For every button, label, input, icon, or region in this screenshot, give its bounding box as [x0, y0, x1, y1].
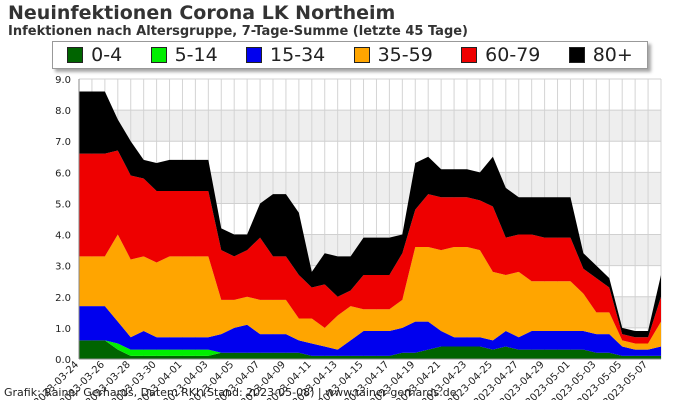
legend-swatch [150, 47, 167, 63]
legend-swatch [353, 47, 370, 63]
legend-swatch [568, 47, 585, 63]
chart-title: Neuinfektionen Corona LK Northeim [8, 2, 396, 24]
legend-label: 60-79 [485, 44, 541, 66]
y-tick-label: 7.0 [55, 137, 71, 148]
y-tick-label: 8.0 [55, 106, 71, 117]
credits-text: Grafik: Rainer Gerhards, Daten: RKI (Sta… [4, 386, 457, 399]
plot-band [79, 79, 661, 111]
legend-item-60-79: 60-79 [461, 44, 540, 66]
y-tick-label: 0.0 [55, 355, 71, 366]
y-tick-label: 6.0 [55, 168, 71, 179]
area-series-35-59 [79, 234, 661, 350]
legend-swatch [246, 47, 263, 63]
area-series-5-14 [79, 340, 661, 356]
chart-subtitle: Infektionen nach Altersgruppe, 7-Tage-Su… [8, 24, 469, 39]
area-series-80+ [79, 91, 661, 338]
y-tick-label: 9.0 [55, 75, 71, 86]
legend-label: 5-14 [174, 44, 218, 66]
y-tick-label: 2.0 [55, 293, 71, 304]
area-series-60-79 [79, 150, 661, 344]
legend-label: 80+ [592, 44, 633, 66]
legend-swatch [67, 47, 84, 63]
legend-item-15-34: 15-34 [246, 44, 325, 66]
y-tick-label: 4.0 [55, 231, 71, 242]
y-tick-label: 1.0 [55, 324, 71, 335]
plot-band [79, 110, 661, 142]
legend-item-80+: 80+ [568, 44, 633, 66]
legend-label: 15-34 [270, 44, 326, 66]
chart-legend: 0-4 5-14 15-34 35-59 60-79 80+ [52, 41, 648, 69]
legend-label: 0-4 [91, 44, 123, 66]
legend-item-5-14: 5-14 [150, 44, 218, 66]
area-series-0-4 [79, 340, 661, 359]
legend-item-0-4: 0-4 [67, 44, 122, 66]
legend-label: 35-59 [377, 44, 433, 66]
legend-swatch [461, 47, 478, 63]
y-tick-label: 3.0 [55, 262, 71, 273]
legend-item-35-59: 35-59 [353, 44, 433, 66]
y-tick-label: 5.0 [55, 199, 71, 210]
